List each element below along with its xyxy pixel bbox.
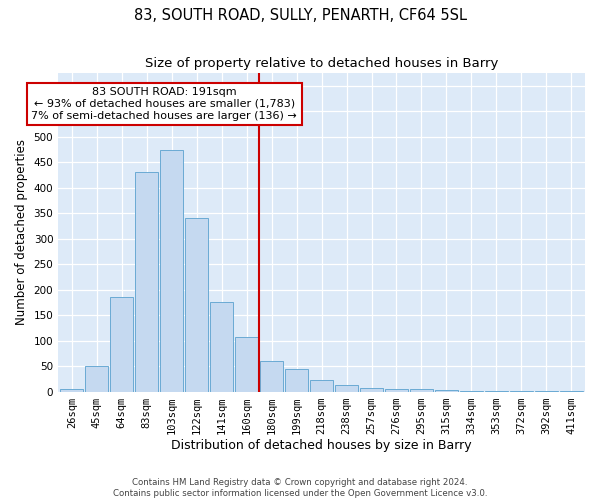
Bar xyxy=(435,390,458,392)
Bar xyxy=(535,391,558,392)
Bar xyxy=(285,368,308,392)
Bar xyxy=(335,386,358,392)
Bar xyxy=(385,388,408,392)
Text: 83, SOUTH ROAD, SULLY, PENARTH, CF64 5SL: 83, SOUTH ROAD, SULLY, PENARTH, CF64 5SL xyxy=(133,8,467,22)
Bar xyxy=(185,218,208,392)
Bar xyxy=(260,361,283,392)
Bar xyxy=(510,391,533,392)
Bar xyxy=(360,388,383,392)
Bar xyxy=(61,389,83,392)
Bar xyxy=(310,380,333,392)
Bar xyxy=(160,150,183,392)
Y-axis label: Number of detached properties: Number of detached properties xyxy=(15,140,28,326)
Title: Size of property relative to detached houses in Barry: Size of property relative to detached ho… xyxy=(145,58,498,70)
Bar xyxy=(235,337,258,392)
Bar xyxy=(460,390,483,392)
Bar xyxy=(485,391,508,392)
Bar xyxy=(560,391,583,392)
X-axis label: Distribution of detached houses by size in Barry: Distribution of detached houses by size … xyxy=(171,440,472,452)
Text: Contains HM Land Registry data © Crown copyright and database right 2024.
Contai: Contains HM Land Registry data © Crown c… xyxy=(113,478,487,498)
Bar xyxy=(85,366,109,392)
Bar xyxy=(110,298,133,392)
Bar xyxy=(136,172,158,392)
Bar xyxy=(410,389,433,392)
Bar xyxy=(210,302,233,392)
Text: 83 SOUTH ROAD: 191sqm
← 93% of detached houses are smaller (1,783)
7% of semi-de: 83 SOUTH ROAD: 191sqm ← 93% of detached … xyxy=(31,88,297,120)
